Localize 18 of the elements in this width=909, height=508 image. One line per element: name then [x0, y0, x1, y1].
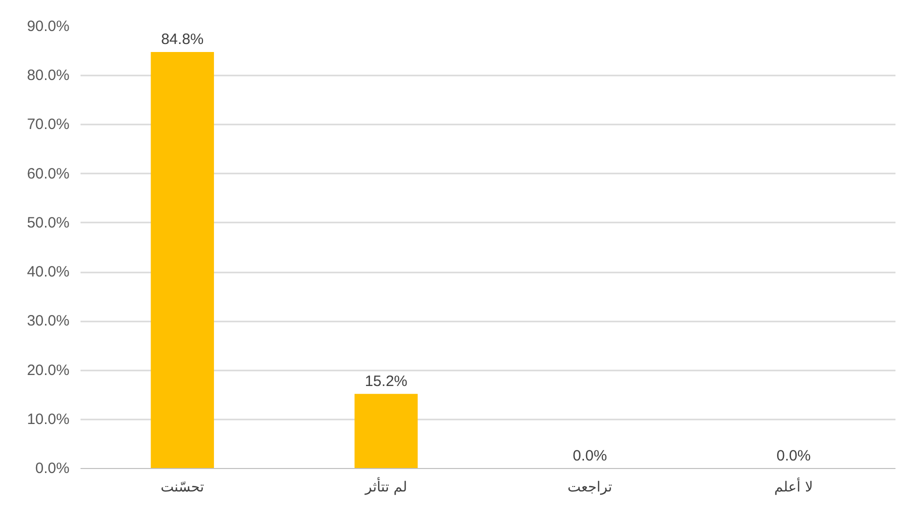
x-tick-label: لا أعلم — [774, 478, 813, 496]
data-label: 0.0% — [572, 448, 607, 464]
y-tick-label: 70.0% — [26, 116, 70, 134]
y-tick-label: 90.0% — [26, 18, 70, 35]
data-label: 0.0% — [776, 448, 811, 464]
y-tick-label: 80.0% — [26, 67, 70, 84]
x-tick-label: لم تتأثر — [364, 476, 408, 496]
y-tick-label: 60.0% — [26, 165, 70, 182]
x-tick-label: تحسّنت — [160, 480, 204, 496]
data-label: 84.8% — [161, 31, 204, 48]
y-tick-label: 50.0% — [26, 214, 70, 232]
y-tick-label: 10.0% — [26, 410, 70, 428]
x-tick-label: تراجعت — [568, 480, 612, 496]
data-label: 15.2% — [364, 372, 408, 390]
y-tick-label: 0.0% — [35, 460, 70, 477]
y-tick-label: 30.0% — [26, 312, 70, 330]
y-tick-label: 40.0% — [26, 264, 70, 281]
y-tick-label: 20.0% — [26, 362, 70, 379]
